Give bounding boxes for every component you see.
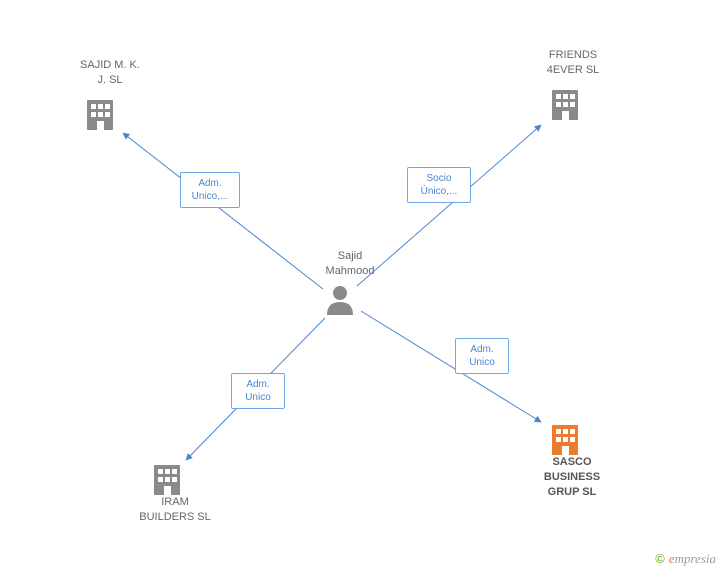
copyright-symbol: © (655, 551, 665, 566)
node-label-iram-builders: IRAM BUILDERS SL (125, 495, 225, 525)
edge-label-sasco: Adm. Unico (455, 338, 509, 374)
node-label-sasco: SASCO BUSINESS GRUP SL (522, 455, 622, 500)
edge-label-sajid-mk: Adm. Unico,... (180, 172, 240, 208)
edge-sajid-mk (123, 133, 323, 289)
building-icon (552, 425, 578, 455)
building-icon (154, 465, 180, 495)
edge-label-friends-4ever: Socio Único,... (407, 167, 471, 203)
center-node-label: Sajid Mahmood (310, 249, 390, 279)
building-icon (87, 100, 113, 130)
edge-label-iram-builders: Adm. Unico (231, 373, 285, 409)
brand-rest: mpresia (675, 551, 716, 566)
watermark: ©empresia (655, 551, 716, 567)
edge-sasco (361, 311, 541, 422)
person-icon (327, 286, 353, 315)
node-label-friends-4ever: FRIENDS 4EVER SL (528, 48, 618, 78)
node-label-sajid-mk: SAJID M. K. J. SL (65, 58, 155, 88)
building-icon (552, 90, 578, 120)
